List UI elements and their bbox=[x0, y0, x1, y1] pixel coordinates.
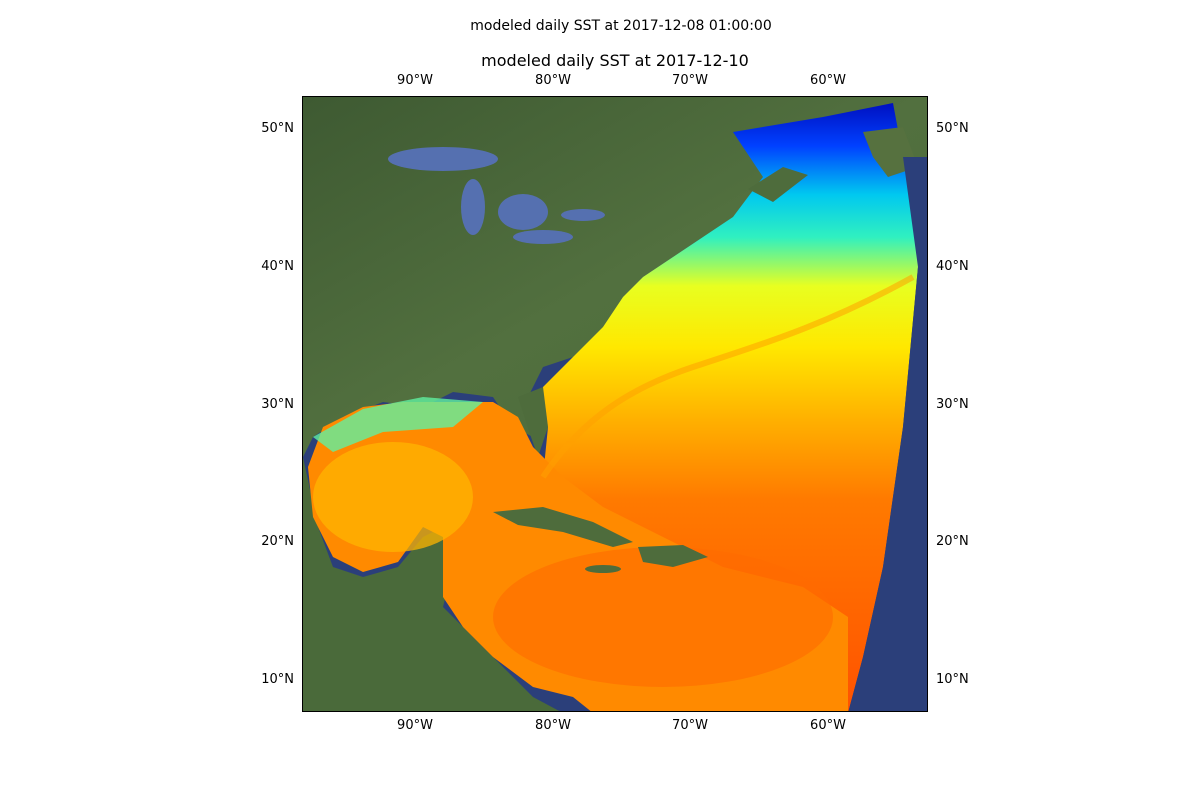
figure-suptitle: modeled daily SST at 2017-12-08 01:00:00 bbox=[470, 18, 772, 34]
ocean-outside-domain bbox=[848, 157, 927, 711]
x-tick-bottom-70w: 70°W bbox=[672, 718, 708, 733]
sst-gulf-coastal-cool bbox=[313, 397, 483, 452]
y-tick-right-50n: 50°N bbox=[936, 121, 969, 136]
map-title: modeled daily SST at 2017-12-10 bbox=[481, 51, 749, 70]
caribbean-islands bbox=[493, 507, 708, 573]
x-tick-top-90w: 90°W bbox=[397, 73, 433, 88]
x-tick-bottom-60w: 60°W bbox=[810, 718, 846, 733]
sst-map bbox=[303, 97, 927, 711]
y-tick-left-30n: 30°N bbox=[261, 397, 294, 412]
sst-gulf-interior bbox=[313, 442, 473, 552]
y-tick-left-10n: 10°N bbox=[261, 672, 294, 687]
florida-peninsula bbox=[518, 387, 548, 457]
y-tick-right-20n: 20°N bbox=[936, 534, 969, 549]
mexico-central-america-land bbox=[303, 457, 560, 711]
y-tick-right-30n: 30°N bbox=[936, 397, 969, 412]
map-panel bbox=[302, 96, 928, 712]
x-tick-top-60w: 60°W bbox=[810, 73, 846, 88]
x-tick-top-70w: 70°W bbox=[672, 73, 708, 88]
nova-scotia bbox=[748, 167, 808, 202]
y-tick-right-40n: 40°N bbox=[936, 259, 969, 274]
sst-caribbean-core bbox=[493, 547, 833, 687]
gulf-stream bbox=[540, 274, 915, 479]
y-tick-left-40n: 40°N bbox=[261, 259, 294, 274]
x-tick-bottom-90w: 90°W bbox=[397, 718, 433, 733]
y-tick-right-10n: 10°N bbox=[936, 672, 969, 687]
x-tick-top-80w: 80°W bbox=[535, 73, 571, 88]
x-tick-bottom-80w: 80°W bbox=[535, 718, 571, 733]
y-tick-left-50n: 50°N bbox=[261, 121, 294, 136]
great-lakes bbox=[388, 147, 605, 244]
y-tick-left-20n: 20°N bbox=[261, 534, 294, 549]
